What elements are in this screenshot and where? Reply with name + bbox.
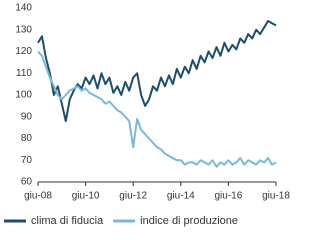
legend-label: clima di fiducia (31, 215, 104, 227)
x-tick-label: giu-18 (262, 191, 290, 202)
series-line (37, 50, 277, 168)
y-tick-label: 60 (21, 177, 33, 188)
y-tick-label: 70 (21, 155, 33, 166)
series-line (37, 20, 277, 123)
y-tick-label: 140 (15, 3, 32, 14)
x-tick-label: giu-10 (72, 191, 100, 202)
chart: 60 70 80 90 100 110 120 130 140 giu-08 giu-10 giu-1… (4, 3, 290, 227)
y-tick-label: 110 (16, 68, 32, 79)
y-tick-label: 80 (21, 133, 33, 144)
x-tick-label: giu-14 (167, 191, 195, 202)
legend-label: indice di produzione (140, 215, 238, 227)
y-tick-label: 100 (15, 90, 32, 101)
x-tick-label: giu-16 (214, 191, 242, 202)
y-tick-label: 90 (21, 111, 33, 122)
y-tick-label: 120 (15, 46, 32, 57)
y-tick-label: 130 (15, 24, 32, 35)
x-tick-label: giu-12 (119, 191, 147, 202)
x-tick-label: giu-08 (24, 191, 52, 202)
